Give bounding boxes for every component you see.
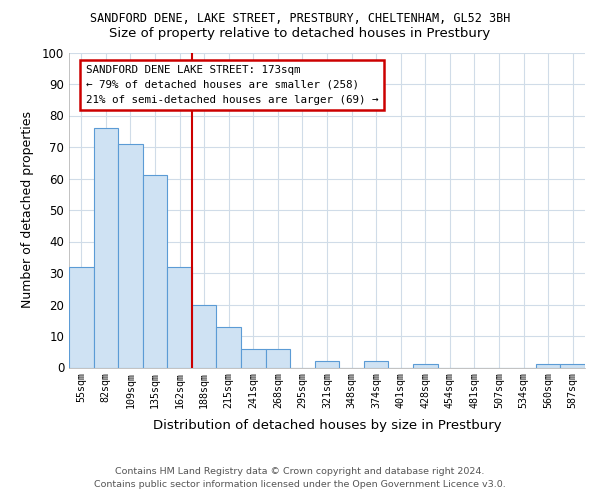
Bar — [143, 176, 167, 368]
Bar — [94, 128, 118, 368]
Text: Contains HM Land Registry data © Crown copyright and database right 2024.
Contai: Contains HM Land Registry data © Crown c… — [94, 467, 506, 489]
Bar — [241, 348, 266, 368]
Text: Size of property relative to detached houses in Prestbury: Size of property relative to detached ho… — [109, 28, 491, 40]
Bar — [192, 304, 217, 368]
Bar — [69, 266, 94, 368]
Bar — [217, 326, 241, 368]
Bar — [536, 364, 560, 368]
Text: SANDFORD DENE LAKE STREET: 173sqm
← 79% of detached houses are smaller (258)
21%: SANDFORD DENE LAKE STREET: 173sqm ← 79% … — [86, 65, 378, 104]
Bar — [118, 144, 143, 368]
X-axis label: Distribution of detached houses by size in Prestbury: Distribution of detached houses by size … — [152, 420, 502, 432]
Bar — [315, 361, 339, 368]
Bar — [266, 348, 290, 368]
Bar — [167, 266, 192, 368]
Bar — [364, 361, 388, 368]
Bar — [413, 364, 437, 368]
Bar — [560, 364, 585, 368]
Text: SANDFORD DENE, LAKE STREET, PRESTBURY, CHELTENHAM, GL52 3BH: SANDFORD DENE, LAKE STREET, PRESTBURY, C… — [90, 12, 510, 26]
Y-axis label: Number of detached properties: Number of detached properties — [20, 112, 34, 308]
